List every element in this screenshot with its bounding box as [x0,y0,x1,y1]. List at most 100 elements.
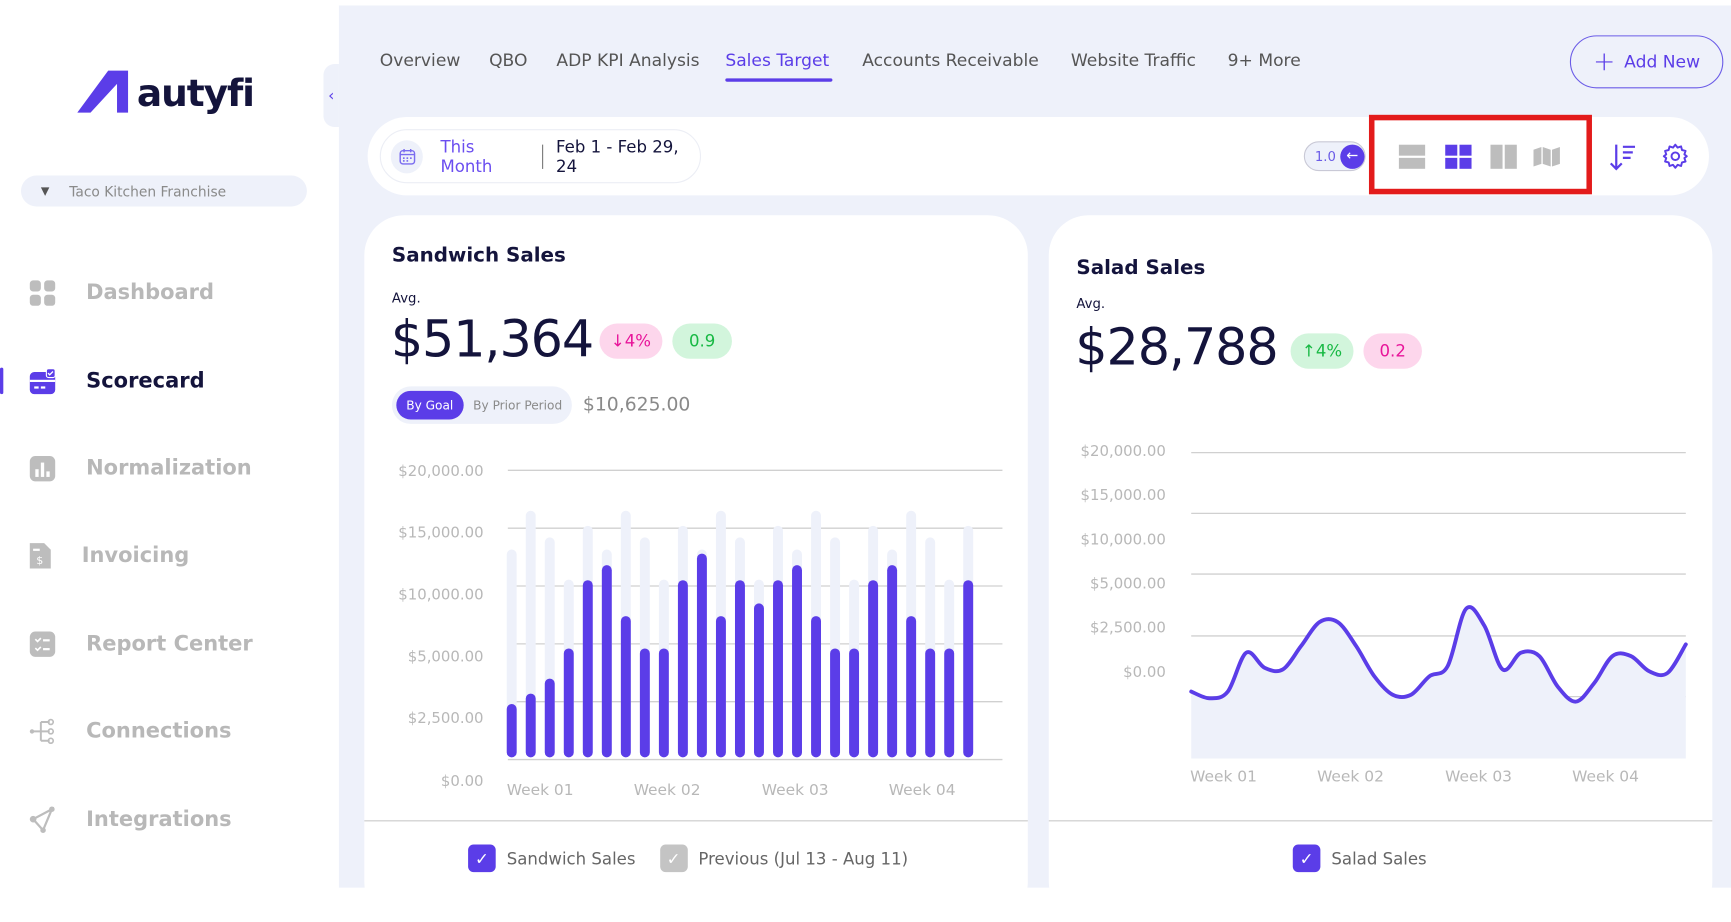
svg-text:$: $ [36,554,43,567]
sidebar-item-connections[interactable]: Connections [0,709,331,753]
rows-layout-icon[interactable] [1399,145,1425,169]
zoom-toggle[interactable]: 1.0 ← [1304,141,1366,171]
legend-label: Salad Sales [1331,848,1426,868]
settings-gear-icon[interactable] [1662,142,1690,170]
dashboard-grid-icon [29,279,57,307]
sales-bar [754,603,764,757]
checkbox-salad-sales[interactable]: ✓ [1293,845,1321,873]
separator [542,144,543,168]
avg-value: $28,788 [1075,317,1277,377]
sales-bar [526,694,536,758]
comparison-toggle: By Goal By Prior Period [392,386,572,424]
map-layout-icon[interactable] [1533,145,1559,169]
sales-bar [602,565,612,757]
x-tick-label: Week 02 [634,781,701,799]
columns-layout-icon[interactable] [1490,145,1516,169]
x-tick-label: Week 03 [1445,768,1512,786]
autyfi-logo-icon [77,68,130,114]
tab-adp-kpi-analysis[interactable]: ADP KPI Analysis [556,51,699,71]
sort-icon[interactable] [1610,144,1636,173]
avg-value: $51,364 [391,309,593,369]
sales-bar [830,648,840,757]
card-title: Salad Sales [1076,256,1205,279]
x-tick-label: Week 01 [507,781,574,799]
sidebar-item-label: Connections [86,719,231,743]
sidebar-item-scorecard[interactable]: Scorecard [0,359,331,403]
x-tick-label: Week 02 [1317,768,1384,786]
area-fill [1191,607,1686,758]
sidebar-item-label: Scorecard [86,369,204,393]
x-tick-label: Week 03 [762,781,829,799]
period-label: This Month [440,136,528,176]
collapse-sidebar-button[interactable]: ‹ [323,64,338,127]
sidebar-item-label: Dashboard [86,280,214,304]
logo-text: autyfi [137,73,254,115]
y-tick-label: $5,000.00 [1090,574,1166,592]
sidebar-item-dashboard[interactable]: Dashboard [0,270,331,314]
sidebar-item-label: Report Center [86,631,253,655]
sales-bar [868,580,878,757]
tab-website-traffic[interactable]: Website Traffic [1071,51,1196,71]
caret-down-icon: ▼ [41,185,50,197]
sales-bar [887,565,897,757]
y-tick-label: $20,000.00 [398,462,483,480]
goal-value: $10,625.00 [583,394,690,416]
zoom-value: 1.0 [1315,148,1336,163]
sidebar-item-integrations[interactable]: Integrations [0,797,331,841]
tab-sales-target[interactable]: Sales Target [725,51,829,71]
tab-accounts-receivable[interactable]: Accounts Receivable [862,51,1039,71]
legend-label: Sandwich Sales [507,848,636,868]
y-tick-label: $10,000.00 [1081,530,1166,548]
legend-label: Previous (Jul 13 - Aug 11) [698,848,908,868]
avg-label: Avg. [392,290,421,305]
arrow-left-icon: ← [1340,144,1364,168]
sales-bar [849,648,859,757]
y-tick-label: $0.00 [441,772,484,790]
sales-bar [811,616,821,757]
tab-more[interactable]: 9+ More [1228,51,1301,71]
y-tick-label: $15,000.00 [1081,486,1166,504]
x-tick-label: Week 04 [889,781,956,799]
sales-bar [963,580,973,757]
change-badge: ↑4% [1291,333,1354,368]
chart-legend: ✓ Salad Sales [1293,845,1427,873]
sidebar-item-label: Invoicing [82,543,190,567]
sidebar-item-invoicing[interactable]: $ Invoicing [0,533,331,577]
sales-bar [564,648,574,757]
integrations-icon [29,805,57,833]
sandwich-sales-bar-chart: $0.00$2,500.00$5,000.00$10,000.00$15,000… [364,442,1028,817]
active-tab-underline [725,78,832,81]
logo: autyfi [77,68,254,114]
tab-overview[interactable]: Overview [380,51,461,71]
sales-bar [621,616,631,757]
sidebar-item-normalization[interactable]: Normalization [0,446,331,490]
date-range-picker[interactable]: This Month Feb 1 - Feb 29, 24 [380,129,701,183]
grid-layout-icon[interactable] [1445,145,1471,169]
sales-bar [545,679,555,758]
sales-bar [583,580,593,757]
sales-bar [697,554,707,758]
date-range-label: Feb 1 - Feb 29, 24 [556,136,700,176]
org-selector[interactable]: ▼ Taco Kitchen Franchise [21,176,307,207]
scorecard-icon [29,367,57,395]
sidebar-item-report-center[interactable]: Report Center [0,622,331,666]
y-tick-label: $20,000.00 [1081,442,1166,460]
sales-bar [640,648,650,757]
chevron-left-icon: ‹ [328,87,334,105]
sidebar-item-label: Integrations [86,807,232,831]
sales-bar [792,565,802,757]
sales-bar [944,648,954,757]
checkbox-previous[interactable]: ✓ [660,845,688,873]
score-badge: 0.2 [1363,333,1422,368]
sales-bar [906,616,916,757]
tab-qbo[interactable]: QBO [489,51,527,71]
sales-bar [716,616,726,757]
sales-bar [659,648,669,757]
checkbox-sandwich-sales[interactable]: ✓ [468,845,496,873]
y-tick-label: $0.00 [1123,663,1166,681]
add-new-button[interactable]: + Add New [1570,35,1723,88]
calendar-icon [391,140,423,173]
by-prior-period-option[interactable]: By Prior Period [473,398,562,412]
sales-bar [773,580,783,757]
by-goal-option[interactable]: By Goal [396,391,463,420]
